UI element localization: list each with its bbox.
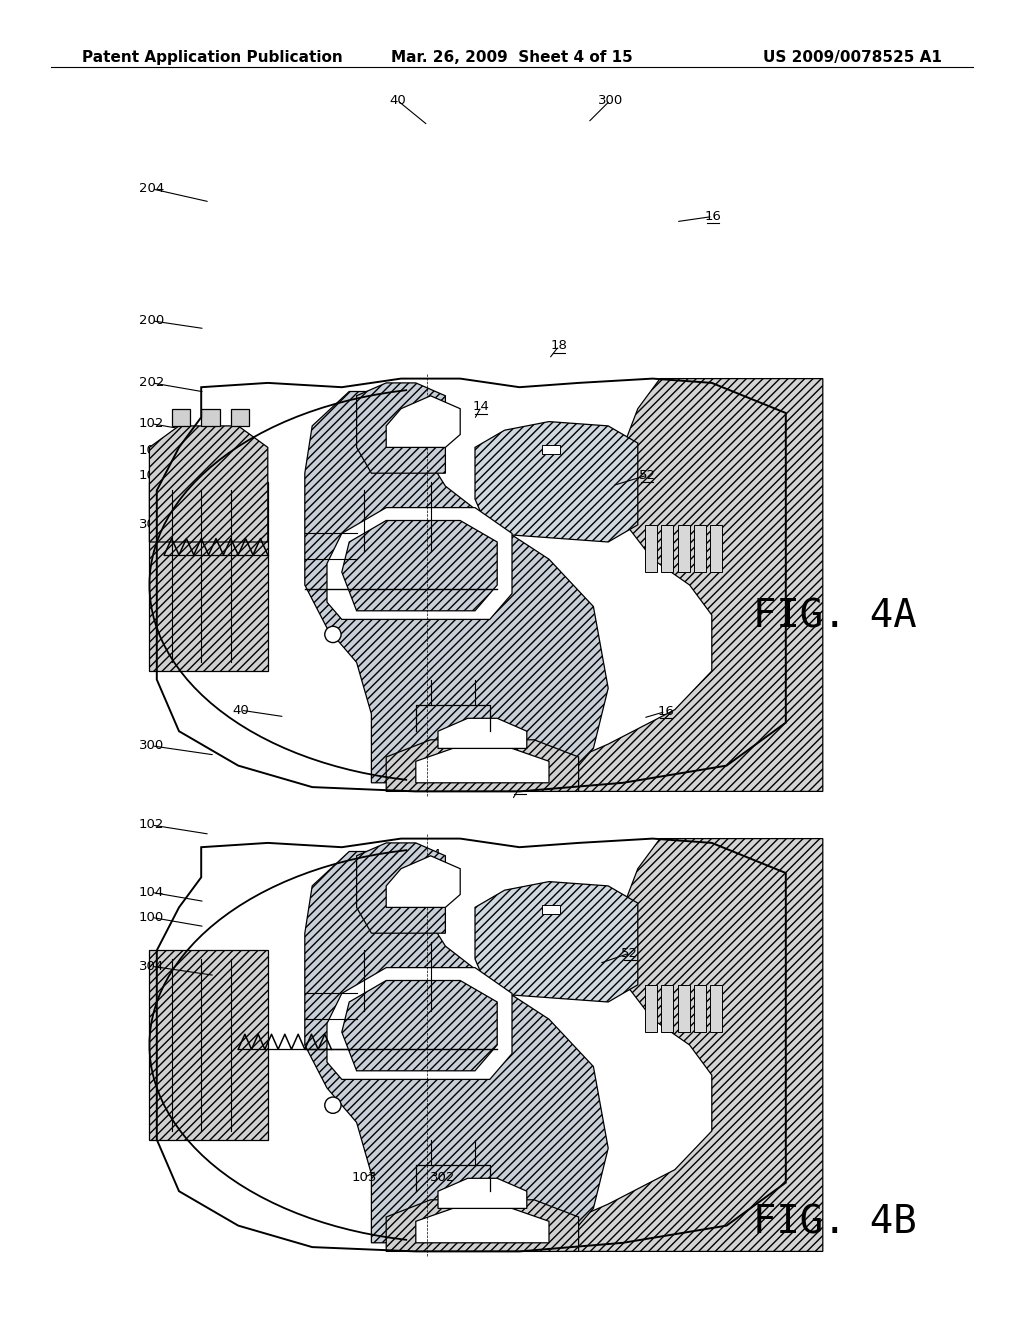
Circle shape — [325, 1097, 341, 1113]
Text: 52: 52 — [622, 946, 638, 960]
Polygon shape — [386, 396, 460, 447]
Polygon shape — [356, 383, 445, 473]
Text: 18: 18 — [512, 780, 528, 793]
Polygon shape — [201, 409, 220, 426]
Text: 102: 102 — [139, 417, 164, 430]
Text: 204: 204 — [139, 182, 164, 195]
Polygon shape — [475, 421, 638, 543]
Text: 52: 52 — [639, 469, 655, 482]
Text: 202: 202 — [139, 376, 164, 389]
Polygon shape — [327, 968, 512, 1080]
Text: 16: 16 — [705, 210, 721, 223]
Polygon shape — [711, 985, 722, 1032]
Text: 103: 103 — [352, 1171, 377, 1184]
Polygon shape — [305, 392, 608, 783]
Text: 14: 14 — [425, 847, 441, 861]
Polygon shape — [105, 370, 845, 800]
Polygon shape — [416, 1208, 549, 1243]
Text: 304: 304 — [139, 960, 164, 973]
Text: 302: 302 — [430, 1171, 455, 1184]
Text: 100: 100 — [139, 911, 164, 924]
Text: 40: 40 — [232, 704, 249, 717]
Polygon shape — [416, 748, 549, 783]
Polygon shape — [305, 851, 608, 1243]
Text: 200: 200 — [139, 314, 164, 327]
Polygon shape — [662, 985, 674, 1032]
Bar — [543, 906, 560, 913]
Polygon shape — [645, 985, 657, 1032]
Polygon shape — [386, 1200, 579, 1251]
Text: 104: 104 — [139, 444, 164, 457]
Polygon shape — [342, 981, 498, 1071]
Text: Mar. 26, 2009  Sheet 4 of 15: Mar. 26, 2009 Sheet 4 of 15 — [391, 50, 633, 65]
Polygon shape — [645, 525, 657, 572]
Polygon shape — [150, 482, 268, 671]
Polygon shape — [438, 718, 526, 748]
Text: 302: 302 — [432, 577, 457, 590]
Polygon shape — [150, 426, 268, 543]
Text: US 2009/0078525 A1: US 2009/0078525 A1 — [763, 50, 942, 65]
Polygon shape — [342, 520, 498, 611]
Text: FIG. 4A: FIG. 4A — [753, 598, 916, 635]
Bar — [543, 445, 560, 454]
Polygon shape — [475, 882, 638, 1002]
Polygon shape — [498, 379, 823, 792]
Text: 40: 40 — [389, 94, 406, 107]
Polygon shape — [327, 508, 512, 619]
Text: 16: 16 — [657, 705, 674, 718]
Text: 103: 103 — [354, 577, 379, 590]
Text: 104: 104 — [139, 886, 164, 899]
Polygon shape — [230, 409, 249, 426]
Text: 100: 100 — [139, 469, 164, 482]
Polygon shape — [694, 985, 706, 1032]
Circle shape — [325, 626, 341, 643]
Text: FIG. 4B: FIG. 4B — [753, 1204, 916, 1241]
Polygon shape — [498, 838, 823, 1251]
Polygon shape — [105, 830, 845, 1261]
Polygon shape — [386, 739, 579, 792]
Polygon shape — [386, 855, 460, 907]
Text: 18: 18 — [551, 339, 567, 352]
Polygon shape — [662, 525, 674, 572]
Text: 300: 300 — [139, 739, 164, 752]
Text: 102: 102 — [139, 818, 164, 832]
Text: 14: 14 — [473, 400, 489, 413]
Polygon shape — [150, 950, 268, 1139]
Polygon shape — [694, 525, 706, 572]
Polygon shape — [172, 409, 190, 426]
Polygon shape — [678, 525, 689, 572]
Polygon shape — [678, 985, 689, 1032]
Text: 304: 304 — [139, 517, 164, 531]
Polygon shape — [438, 1179, 526, 1208]
Text: 300: 300 — [598, 94, 623, 107]
Text: Patent Application Publication: Patent Application Publication — [82, 50, 343, 65]
Polygon shape — [711, 525, 722, 572]
Polygon shape — [356, 843, 445, 933]
